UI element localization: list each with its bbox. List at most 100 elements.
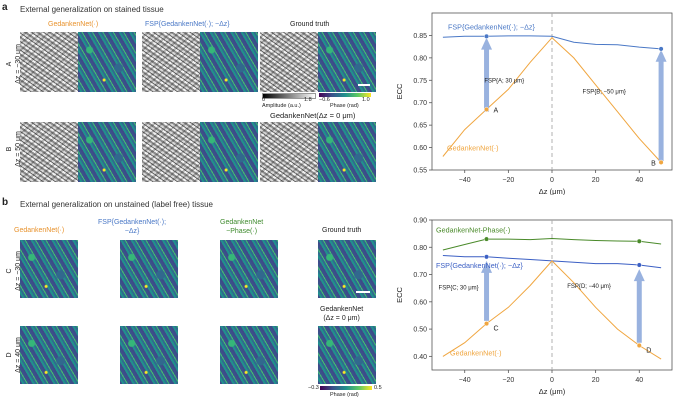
y-axis-label: ECC xyxy=(395,287,404,303)
phase-bar-a-min: −0.6 xyxy=(319,97,330,103)
phase-bar-a-max: 1.0 xyxy=(362,97,370,103)
x-tick-label: 0 xyxy=(550,177,554,184)
image-d-ref xyxy=(318,326,376,384)
x-axis-label: Δz (μm) xyxy=(539,387,566,396)
annotation-fsp-a: FSP{A; 30 μm} xyxy=(484,79,524,85)
x-tick-label: 0 xyxy=(550,377,554,384)
data-point xyxy=(636,342,642,349)
y-tick-label: 0.90 xyxy=(413,218,427,225)
series-line-2 xyxy=(442,260,662,360)
image-c-gedanken xyxy=(20,240,78,298)
data-point xyxy=(636,262,642,268)
chart-b-ecc: −40 −20 0 20 40 0.40 0.50 0.60 0.70 0.80 0.90 Δz (μ… xyxy=(395,218,673,396)
image-c-fsp xyxy=(120,240,178,298)
y-tick-label: 0.80 xyxy=(413,245,427,252)
y-tick-label: 0.60 xyxy=(413,299,427,306)
improvement-arrow-d xyxy=(633,269,645,343)
panel-b-col-header-2: FSP{GedankenNet(·); −Δz} xyxy=(98,219,167,235)
panel-b-ref-label: GedankenNet (Δz = 0 μm) xyxy=(320,306,364,322)
point-label: A xyxy=(494,107,499,114)
legend-fsp: FSP{GedankenNet(·); −Δz} xyxy=(436,261,523,270)
phase-bar-b-max: 0.5 xyxy=(374,385,382,391)
image-a-phase-gedanken xyxy=(78,32,136,92)
panel-b-col-header-3: GedankenNet −Phase(·) xyxy=(220,219,264,235)
improvement-arrow-b xyxy=(655,49,667,162)
panel-a-label: a xyxy=(2,2,8,13)
row-d-letter: D xyxy=(6,352,13,358)
panel-b-label: b xyxy=(2,197,9,208)
image-b-amp-gedanken xyxy=(20,122,78,182)
panel-a-title: External generalization on stained tissu… xyxy=(20,5,164,14)
legend-phase: GedankenNet-Phase(·) xyxy=(436,226,510,235)
panel-a-col-header-1: GedankenNet(·) xyxy=(48,21,99,28)
x-tick-label: −20 xyxy=(502,377,514,384)
y-tick-label: 0.65 xyxy=(413,123,427,130)
legend-fsp: FSP{GedankenNet(·); −Δz} xyxy=(448,22,535,31)
amp-bar-title: Amplitude (a.u.) xyxy=(262,103,301,109)
data-point xyxy=(483,106,490,112)
point-label: C xyxy=(494,326,499,333)
panel-b-col-header-1: GedankenNet(·) xyxy=(14,227,65,234)
image-b-phase-gedanken xyxy=(78,122,136,182)
point-label: D xyxy=(646,347,651,354)
image-a-amp-fsp xyxy=(142,32,200,92)
image-d-phase xyxy=(220,326,278,384)
image-a-amp-gedanken xyxy=(20,32,78,92)
annotation-fsp-b: FSP{B; −50 μm} xyxy=(583,90,626,96)
image-d-gedanken xyxy=(20,326,78,384)
annotation-fsp-d: FSP{D; −40 μm} xyxy=(567,284,611,290)
data-point xyxy=(658,46,664,52)
phase-bar-b-title: Phase (rad) xyxy=(330,392,359,398)
image-b-phase-ref xyxy=(318,122,376,182)
panel-a-col-header-3: Ground truth xyxy=(290,21,330,28)
x-tick-label: 20 xyxy=(592,177,600,184)
phase-colorbar-a xyxy=(319,93,371,97)
improvement-arrow-a xyxy=(481,37,493,112)
y-tick-label: 0.70 xyxy=(413,272,427,279)
y-tick-label: 0.60 xyxy=(413,145,427,152)
y-axis-label: ECC xyxy=(395,83,404,99)
annotation-fsp-c: FSP{C; 30 μm} xyxy=(439,286,479,292)
image-d-fsp xyxy=(120,326,178,384)
image-a-amp-gt xyxy=(260,32,318,92)
data-point xyxy=(483,321,490,327)
phase-colorbar-b xyxy=(320,386,372,390)
y-tick-label: 0.50 xyxy=(413,327,427,334)
image-c-phase xyxy=(220,240,278,298)
row-c-letter: C xyxy=(6,268,13,274)
legend-gedanken: GedankenNet(·) xyxy=(447,144,499,153)
point-label: B xyxy=(651,160,656,167)
x-tick-label: 40 xyxy=(635,377,643,384)
y-tick-label: 0.40 xyxy=(413,354,427,361)
scale-bar-a xyxy=(358,84,370,86)
row-a-letter: A xyxy=(6,61,13,67)
image-a-phase-gt xyxy=(318,32,376,92)
x-tick-label: −40 xyxy=(459,377,471,384)
image-a-phase-fsp xyxy=(200,32,258,92)
y-tick-label: 0.85 xyxy=(413,33,427,40)
series-line-0 xyxy=(442,237,662,251)
panel-b-title: External generalization on unstained (la… xyxy=(20,200,214,209)
image-b-phase-fsp xyxy=(200,122,258,182)
data-point xyxy=(483,254,490,260)
x-axis-label: Δz (μm) xyxy=(539,187,566,195)
image-c-gt xyxy=(318,240,376,298)
amp-bar-max: 1.8 xyxy=(304,97,312,103)
y-tick-label: 0.75 xyxy=(413,78,427,85)
scale-bar-b xyxy=(356,291,370,293)
data-point xyxy=(636,238,642,244)
x-tick-label: −40 xyxy=(459,177,471,184)
x-tick-label: 20 xyxy=(592,377,600,384)
data-point xyxy=(658,159,664,165)
chart-a-ecc: −40 −20 0 20 40 0.55 0.60 0.65 0.70 0.75 0.80 0.85 Δ… xyxy=(395,12,673,195)
phase-bar-b-min: −0.3 xyxy=(308,385,319,391)
amp-bar-min: 0 xyxy=(262,97,266,103)
panel-a-ref-label: GedankenNet(Δz = 0 μm) xyxy=(270,111,356,120)
legend-gedanken: GedankenNet(·) xyxy=(450,348,502,357)
data-point xyxy=(483,33,490,39)
image-b-amp-fsp xyxy=(142,122,200,182)
series-line-0 xyxy=(442,35,662,50)
row-b-letter: B xyxy=(6,146,13,152)
y-tick-label: 0.70 xyxy=(413,100,427,107)
panel-b-col-header-4: Ground truth xyxy=(322,227,362,234)
